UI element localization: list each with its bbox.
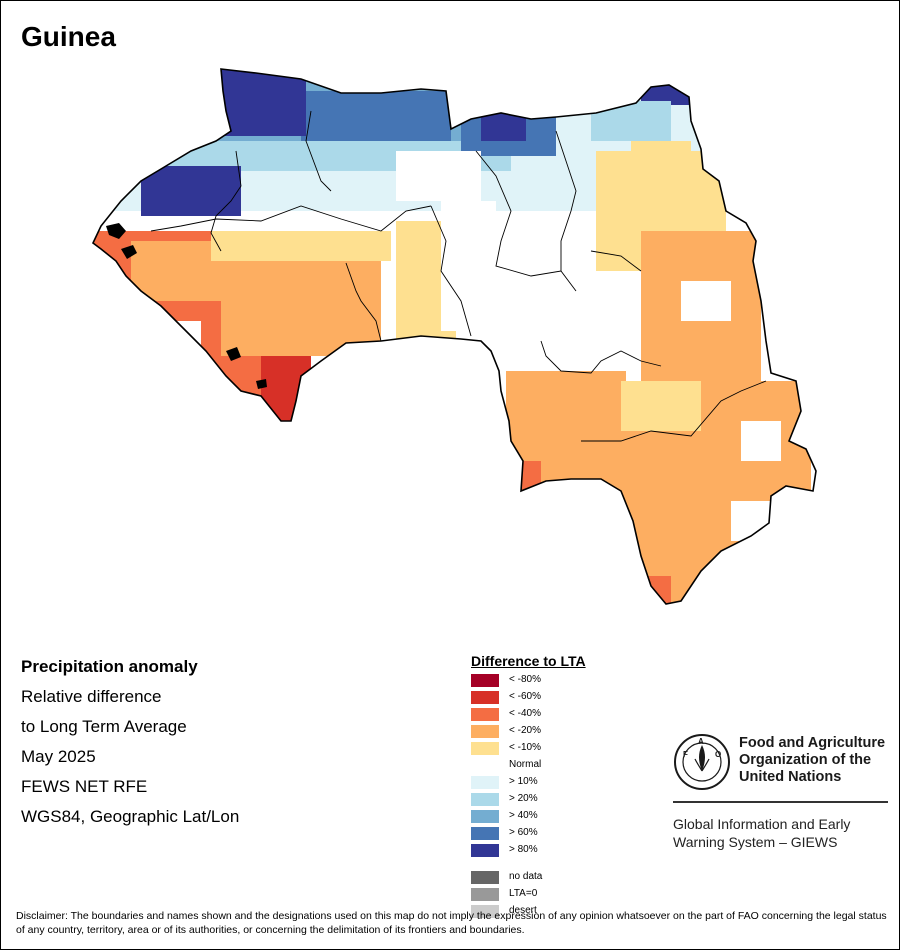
fao-name: Food and Agriculture Organization of the… [739, 735, 886, 785]
legend-label: < -40% [509, 708, 541, 719]
disclaimer: Disclaimer: The boundaries and names sho… [16, 910, 887, 936]
metadata-projection: WGS84, Geographic Lat/Lon [21, 807, 240, 826]
map-metadata: Precipitation anomaly Relative differenc… [21, 657, 239, 837]
svg-text:A: A [698, 737, 704, 746]
legend-item: < -60% [471, 690, 586, 707]
legend-item: < -80% [471, 673, 586, 690]
legend-extra: no data LTA=0 desert [471, 870, 586, 921]
legend-label: < -80% [509, 674, 541, 685]
legend-swatch [471, 742, 499, 755]
legend-label: LTA=0 [509, 888, 538, 899]
legend-label: desert [509, 905, 537, 916]
legend-item: > 40% [471, 809, 586, 826]
legend-label: > 20% [509, 793, 538, 804]
legend-swatch [471, 827, 499, 840]
legend-label: < -60% [509, 691, 541, 702]
metadata-title: Precipitation anomaly [21, 657, 198, 676]
legend-swatch [471, 776, 499, 789]
legend-item: Normal [471, 758, 586, 775]
legend-swatch [471, 674, 499, 687]
legend-swatch [471, 905, 499, 918]
svg-text:O: O [715, 750, 721, 759]
divider [673, 801, 888, 803]
legend-classes: < -80% < -60% < -40% < -20% < -10% Normal > 10… [471, 673, 586, 860]
legend-item: no data [471, 870, 586, 887]
legend-label: > 60% [509, 827, 538, 838]
legend-item: > 10% [471, 775, 586, 792]
admin-boundaries [150, 110, 767, 442]
legend-label: > 40% [509, 810, 538, 821]
legend-item: < -40% [471, 707, 586, 724]
legend-title: Difference to LTA [471, 653, 586, 669]
legend-swatch [471, 844, 499, 857]
legend-swatch [471, 871, 499, 884]
legend-swatch [471, 793, 499, 806]
legend-item: > 60% [471, 826, 586, 843]
legend-item: LTA=0 [471, 887, 586, 904]
legend-swatch [471, 708, 499, 721]
giews-label: Global Information and Early Warning Sys… [673, 816, 851, 850]
map-title: Guinea [21, 21, 116, 52]
legend-item: > 80% [471, 843, 586, 860]
legend-swatch [471, 888, 499, 901]
metadata-line: to Long Term Average [21, 717, 187, 736]
metadata-source: FEWS NET RFE [21, 777, 148, 796]
metadata-line: Relative difference [21, 687, 162, 706]
precipitation-anomaly-map [92, 68, 817, 605]
legend-label: < -20% [509, 725, 541, 736]
legend-label: > 80% [509, 844, 538, 855]
legend-label: > 10% [509, 776, 538, 787]
legend-item: < -10% [471, 741, 586, 758]
metadata-date: May 2025 [21, 747, 96, 766]
legend-item: < -20% [471, 724, 586, 741]
coastal-islands [106, 223, 267, 389]
legend-swatch [471, 725, 499, 738]
legend-label: no data [509, 871, 543, 882]
legend-label: < -10% [509, 742, 541, 753]
legend-item: desert [471, 904, 586, 921]
fao-logo: F A O [674, 734, 730, 790]
svg-text:F: F [683, 750, 688, 759]
legend-label: Normal [509, 759, 542, 770]
legend-item: > 20% [471, 792, 586, 809]
legend-swatch [471, 810, 499, 823]
legend-swatch [471, 691, 499, 704]
map-legend: Difference to LTA < -80% < -60% < -40% < -2… [471, 653, 586, 921]
legend-swatch [471, 759, 499, 772]
